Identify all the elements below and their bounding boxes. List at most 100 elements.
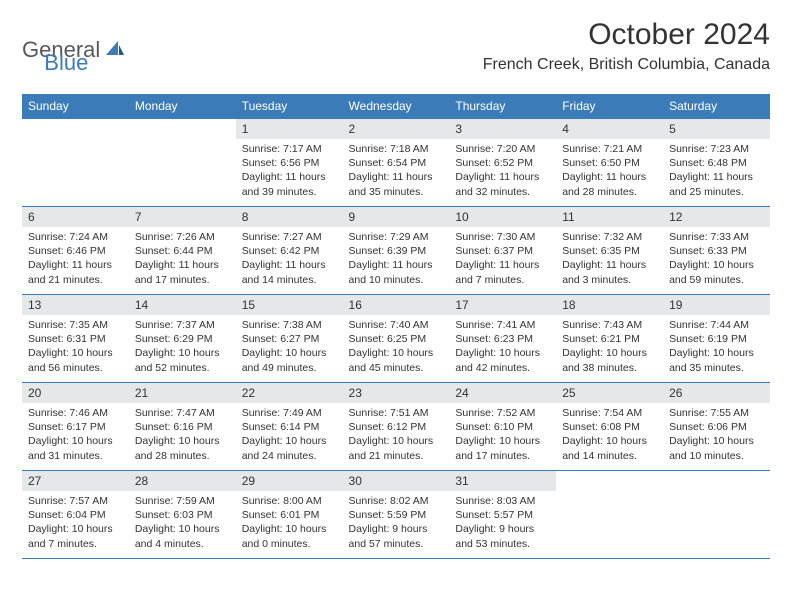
sunrise-text: Sunrise: 7:46 AM xyxy=(28,406,123,420)
week-row: 1Sunrise: 7:17 AMSunset: 6:56 PMDaylight… xyxy=(22,119,770,207)
daylight-text-2: and 7 minutes. xyxy=(28,537,123,551)
sunrise-text: Sunrise: 7:37 AM xyxy=(135,318,230,332)
daylight-text-1: Daylight: 10 hours xyxy=(349,434,444,448)
day-body: Sunrise: 7:57 AMSunset: 6:04 PMDaylight:… xyxy=(22,491,129,557)
daylight-text-2: and 0 minutes. xyxy=(242,537,337,551)
daylight-text-2: and 49 minutes. xyxy=(242,361,337,375)
day-body: Sunrise: 7:29 AMSunset: 6:39 PMDaylight:… xyxy=(343,227,450,293)
sunrise-text: Sunrise: 7:23 AM xyxy=(669,142,764,156)
dow-sunday: Sunday xyxy=(22,94,129,119)
daylight-text-1: Daylight: 11 hours xyxy=(455,170,550,184)
day-cell: 20 Sunrise: 7:46 AMSunset: 6:17 PMDayligh… xyxy=(22,383,129,471)
day-cell: 4 Sunrise: 7:21 AMSunset: 6:50 PMDaylight… xyxy=(556,119,663,207)
sunset-text: Sunset: 6:27 PM xyxy=(242,332,337,346)
day-number: 18 xyxy=(556,295,663,315)
sunrise-text: Sunrise: 7:18 AM xyxy=(349,142,444,156)
day-number: 5 xyxy=(663,119,770,139)
day-number: 17 xyxy=(449,295,556,315)
daylight-text-1: Daylight: 11 hours xyxy=(242,258,337,272)
day-number: 20 xyxy=(22,383,129,403)
daylight-text-1: Daylight: 10 hours xyxy=(28,434,123,448)
sunset-text: Sunset: 6:03 PM xyxy=(135,508,230,522)
daylight-text-1: Daylight: 10 hours xyxy=(669,434,764,448)
sunrise-text: Sunrise: 7:20 AM xyxy=(455,142,550,156)
day-body: Sunrise: 7:51 AMSunset: 6:12 PMDaylight:… xyxy=(343,403,450,469)
week-row: 6Sunrise: 7:24 AMSunset: 6:46 PMDaylight… xyxy=(22,207,770,295)
daylight-text-2: and 39 minutes. xyxy=(242,185,337,199)
sunrise-text: Sunrise: 7:38 AM xyxy=(242,318,337,332)
day-number: 28 xyxy=(129,471,236,491)
sunset-text: Sunset: 6:16 PM xyxy=(135,420,230,434)
day-cell xyxy=(22,119,129,207)
day-number: 12 xyxy=(663,207,770,227)
day-cell: 10Sunrise: 7:30 AMSunset: 6:37 PMDayligh… xyxy=(449,207,556,295)
day-cell: 23Sunrise: 7:51 AMSunset: 6:12 PMDayligh… xyxy=(343,383,450,471)
daylight-text-1: Daylight: 10 hours xyxy=(242,522,337,536)
sunrise-text: Sunrise: 7:54 AM xyxy=(562,406,657,420)
day-body: Sunrise: 7:26 AMSunset: 6:44 PMDaylight:… xyxy=(129,227,236,293)
daylight-text-2: and 57 minutes. xyxy=(349,537,444,551)
sunrise-text: Sunrise: 7:49 AM xyxy=(242,406,337,420)
day-body: Sunrise: 8:00 AMSunset: 6:01 PMDaylight:… xyxy=(236,491,343,557)
sunset-text: Sunset: 6:35 PM xyxy=(562,244,657,258)
daylight-text-1: Daylight: 11 hours xyxy=(669,170,764,184)
day-number: 30 xyxy=(343,471,450,491)
daylight-text-1: Daylight: 10 hours xyxy=(135,346,230,360)
sunrise-text: Sunrise: 7:55 AM xyxy=(669,406,764,420)
daylight-text-1: Daylight: 10 hours xyxy=(135,434,230,448)
day-number: 4 xyxy=(556,119,663,139)
sunrise-text: Sunrise: 7:21 AM xyxy=(562,142,657,156)
sunset-text: Sunset: 6:06 PM xyxy=(669,420,764,434)
day-number: 29 xyxy=(236,471,343,491)
week-row: 13Sunrise: 7:35 AMSunset: 6:31 PMDayligh… xyxy=(22,295,770,383)
sunrise-text: Sunrise: 7:27 AM xyxy=(242,230,337,244)
day-body: Sunrise: 7:47 AMSunset: 6:16 PMDaylight:… xyxy=(129,403,236,469)
day-body: Sunrise: 7:27 AMSunset: 6:42 PMDaylight:… xyxy=(236,227,343,293)
day-number: 25 xyxy=(556,383,663,403)
sunset-text: Sunset: 6:44 PM xyxy=(135,244,230,258)
day-cell: 19Sunrise: 7:44 AMSunset: 6:19 PMDayligh… xyxy=(663,295,770,383)
day-cell: 31Sunrise: 8:03 AMSunset: 5:57 PMDayligh… xyxy=(449,471,556,559)
day-cell: 24Sunrise: 7:52 AMSunset: 6:10 PMDayligh… xyxy=(449,383,556,471)
daylight-text-2: and 14 minutes. xyxy=(242,273,337,287)
daylight-text-1: Daylight: 11 hours xyxy=(562,258,657,272)
sunrise-text: Sunrise: 7:26 AM xyxy=(135,230,230,244)
dow-monday: Monday xyxy=(129,94,236,119)
day-cell: 15Sunrise: 7:38 AMSunset: 6:27 PMDayligh… xyxy=(236,295,343,383)
daylight-text-2: and 21 minutes. xyxy=(349,449,444,463)
day-number: 23 xyxy=(343,383,450,403)
sunset-text: Sunset: 6:50 PM xyxy=(562,156,657,170)
day-number: 31 xyxy=(449,471,556,491)
daylight-text-1: Daylight: 10 hours xyxy=(562,346,657,360)
day-body: Sunrise: 7:40 AMSunset: 6:25 PMDaylight:… xyxy=(343,315,450,381)
dow-saturday: Saturday xyxy=(663,94,770,119)
day-cell: 26Sunrise: 7:55 AMSunset: 6:06 PMDayligh… xyxy=(663,383,770,471)
sunrise-text: Sunrise: 7:57 AM xyxy=(28,494,123,508)
daylight-text-2: and 25 minutes. xyxy=(669,185,764,199)
day-cell: 28Sunrise: 7:59 AMSunset: 6:03 PMDayligh… xyxy=(129,471,236,559)
dow-thursday: Thursday xyxy=(449,94,556,119)
daylight-text-1: Daylight: 10 hours xyxy=(669,346,764,360)
day-body: Sunrise: 7:49 AMSunset: 6:14 PMDaylight:… xyxy=(236,403,343,469)
dow-header-row: Sunday Monday Tuesday Wednesday Thursday… xyxy=(22,94,770,119)
day-cell: 16Sunrise: 7:40 AMSunset: 6:25 PMDayligh… xyxy=(343,295,450,383)
day-number: 16 xyxy=(343,295,450,315)
daylight-text-2: and 53 minutes. xyxy=(455,537,550,551)
daylight-text-2: and 35 minutes. xyxy=(669,361,764,375)
day-cell: 30Sunrise: 8:02 AMSunset: 5:59 PMDayligh… xyxy=(343,471,450,559)
day-number: 1 xyxy=(236,119,343,139)
daylight-text-1: Daylight: 10 hours xyxy=(349,346,444,360)
sunrise-text: Sunrise: 7:29 AM xyxy=(349,230,444,244)
logo: General Blue xyxy=(22,24,88,76)
sunset-text: Sunset: 5:57 PM xyxy=(455,508,550,522)
header: General Blue October 2024 French Creek, … xyxy=(22,18,770,76)
title-block: October 2024 French Creek, British Colum… xyxy=(483,18,770,74)
daylight-text-2: and 7 minutes. xyxy=(455,273,550,287)
day-number: 8 xyxy=(236,207,343,227)
daylight-text-1: Daylight: 11 hours xyxy=(28,258,123,272)
sunset-text: Sunset: 6:17 PM xyxy=(28,420,123,434)
sunset-text: Sunset: 6:39 PM xyxy=(349,244,444,258)
sunrise-text: Sunrise: 7:24 AM xyxy=(28,230,123,244)
day-cell: 6Sunrise: 7:24 AMSunset: 6:46 PMDaylight… xyxy=(22,207,129,295)
daylight-text-1: Daylight: 11 hours xyxy=(562,170,657,184)
